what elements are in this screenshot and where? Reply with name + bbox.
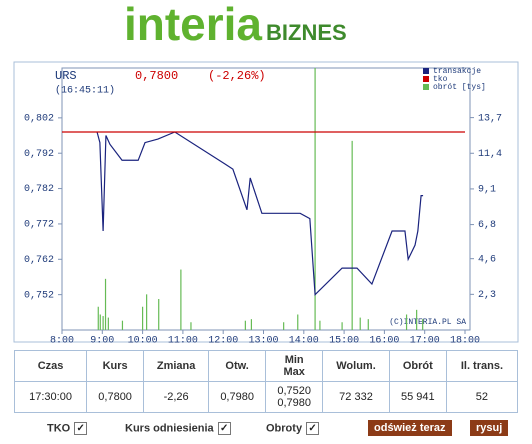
chart-frame (13, 61, 519, 343)
x-tick-label: 13:00 (248, 336, 278, 345)
x-tick-label: 9:00 (90, 336, 114, 345)
legend-label: transakcje (433, 67, 481, 76)
cell: 55 941 (388, 381, 447, 413)
y-tick-label: 0,782 (24, 184, 54, 195)
check[interactable]: ✓ (306, 422, 320, 435)
logo-sub: BIZNES (266, 20, 347, 45)
header-min: Min (284, 354, 304, 366)
x-tick-label: 16:00 (369, 336, 399, 345)
legend-swatch (423, 84, 429, 90)
checkbox-label: TKO (47, 422, 71, 435)
x-tick-label: 18:00 (450, 336, 480, 345)
legend-swatch (423, 68, 429, 74)
y2-tick-label: 9,1 (478, 185, 496, 196)
header-cell: Czas (13, 350, 88, 382)
y2-tick-label: 6,8 (478, 220, 496, 231)
watermark: (C)INTERIA.PL SA (389, 318, 466, 327)
quote-table: Czas Kurs Zmiana Otw. Min Max Wolum. Obró… (13, 350, 519, 413)
y-tick-label: 0,772 (24, 220, 54, 231)
cell-min: 0,7520 (277, 385, 311, 397)
checkbox[interactable]: Kurs odniesienia ✓ (125, 422, 231, 435)
header-cell: Wolum. (322, 350, 390, 382)
price-line (96, 131, 424, 296)
header-cell: Otw. (208, 350, 267, 382)
header-cell: Obrót (388, 350, 447, 382)
checkbox-label: Obroty (266, 422, 303, 435)
x-tick-label: 14:00 (289, 336, 319, 345)
header-max: Max (283, 366, 305, 378)
check[interactable]: ✓ (217, 422, 231, 435)
plot-area (61, 67, 471, 331)
change: (-2,26%) (208, 69, 266, 83)
x-tick-label: 10:00 (128, 336, 158, 345)
time: (16:45:11) (55, 85, 115, 97)
y-tick-label: 0,752 (24, 290, 54, 301)
cell: 0,7520 0,7980 (265, 381, 324, 413)
legend-swatch (423, 76, 429, 82)
y2-tick-label: 2,3 (478, 290, 496, 301)
y-tick-label: 0,802 (24, 113, 54, 124)
logo-main: interia (124, 0, 262, 50)
y-tick-label: 0,762 (24, 255, 54, 266)
x-tick-label: 15:00 (329, 336, 359, 345)
checkbox[interactable]: TKO ✓ (47, 422, 88, 435)
y-tick-label: 0,792 (24, 149, 54, 160)
cell-max: 0,7980 (277, 397, 311, 409)
chart: interia BIZNES URS 0,7800 (-2,26%) (16:4… (13, 0, 519, 345)
legend-label: tko (433, 75, 448, 84)
checkbox-label: Kurs odniesienia (125, 422, 214, 435)
y2-tick-label: 4,6 (478, 254, 496, 265)
cell: -2,26 (143, 381, 210, 413)
refresh-button[interactable]: odśwież teraz (368, 420, 452, 436)
cell: 0,7800 (86, 381, 145, 413)
x-tick-label: 11:00 (168, 336, 198, 345)
check[interactable]: ✓ (74, 422, 88, 435)
cell: 0,7980 (208, 381, 267, 413)
header-cell: Zmiana (143, 350, 210, 382)
cell: 52 (445, 381, 519, 413)
legend-label: obrót [tys] (433, 83, 486, 92)
y2-tick-label: 11,4 (478, 149, 502, 160)
x-tick-label: 12:00 (208, 336, 238, 345)
header-cell: Il. trans. (445, 350, 519, 382)
x-tick-label: 8:00 (50, 336, 74, 345)
x-tick-label: 17:00 (410, 336, 440, 345)
header-cell: Min Max (265, 350, 324, 382)
draw-button[interactable]: rysuj (470, 420, 509, 436)
cell: 72 332 (322, 381, 390, 413)
price: 0,7800 (135, 69, 178, 83)
y2-tick-label: 13,7 (478, 113, 502, 124)
cell: 17:30:00 (13, 381, 88, 413)
checkbox[interactable]: Obroty ✓ (266, 422, 320, 435)
controls: TKO ✓ Kurs odniesienia ✓ Obroty ✓ odśwież t… (0, 419, 532, 441)
ticker: URS (55, 69, 77, 83)
header-cell: Kurs (86, 350, 145, 382)
